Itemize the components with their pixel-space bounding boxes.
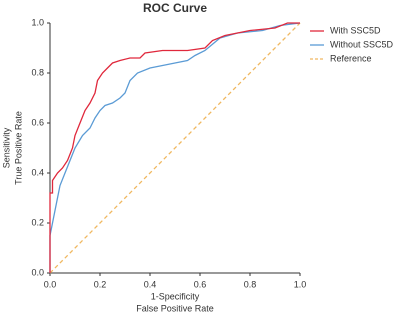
y-tick-label: 0.6: [31, 117, 44, 127]
x-axis-label: False Positive Rate: [136, 303, 214, 313]
y-tick-label: 1.0: [31, 17, 44, 27]
x-tick-label: 1.0: [294, 279, 307, 289]
y-tick-label: 0.4: [31, 167, 44, 177]
x-tick-label: 0.4: [144, 279, 157, 289]
x-tick-label: 0.6: [194, 279, 207, 289]
y-axis-label: True Positive Rate: [13, 111, 23, 185]
y-axis-label: Sensitivity: [1, 127, 11, 168]
y-tick-label: 0.2: [31, 217, 44, 227]
y-tick-label: 0.8: [31, 67, 44, 77]
x-tick-label: 0.2: [94, 279, 107, 289]
x-tick-label: 0.0: [44, 279, 57, 289]
roc-line: [49, 22, 301, 274]
legend-label: Reference: [330, 53, 372, 63]
legend-label: Without SSC5D: [330, 39, 394, 49]
x-axis-label: 1-Specificity: [151, 291, 200, 301]
roc-line: [49, 22, 300, 273]
legend-label: With SSC5D: [330, 25, 381, 35]
roc-line: [49, 22, 301, 273]
x-tick-label: 0.8: [244, 279, 257, 289]
chart-title: ROC Curve: [143, 1, 207, 15]
y-tick-label: 0.0: [31, 267, 44, 277]
